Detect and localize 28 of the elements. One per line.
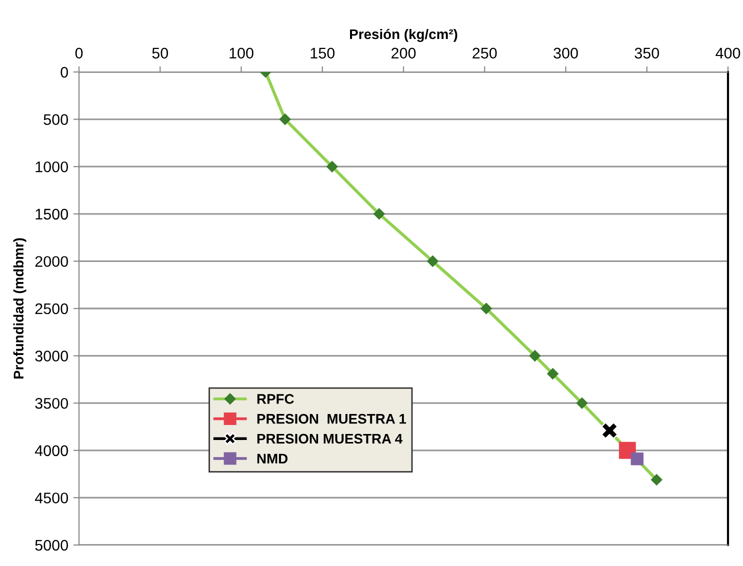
x-tick-label: 150 xyxy=(310,48,335,59)
x-tick-label: 100 xyxy=(230,48,254,59)
y-tick-label: 1500 xyxy=(36,208,68,220)
y-tick-label: 3000 xyxy=(35,350,68,362)
x-tick-label: 0 xyxy=(75,48,83,59)
x-tick-label: 50 xyxy=(152,48,168,59)
x-tick-label: 400 xyxy=(716,48,740,59)
y-tick-label: 0 xyxy=(60,66,68,78)
legend-label: PRESION MUESTRA 4 xyxy=(257,434,403,444)
y-tick-label: 500 xyxy=(44,114,68,125)
legend-label: NMD xyxy=(257,454,288,464)
y-tick-label: 5000 xyxy=(35,540,68,551)
point xyxy=(630,452,644,466)
y-tick-label: 1000 xyxy=(36,161,68,172)
point xyxy=(601,422,618,440)
y-tick-label: 2500 xyxy=(35,303,68,314)
x-tick-label: 300 xyxy=(554,48,578,59)
x-tick-label: 350 xyxy=(634,48,660,59)
x-axis-title: Presión (kg/cm²) xyxy=(350,28,458,42)
x-tick-label: 200 xyxy=(392,48,416,59)
y-axis-title: Profundidad (mdbmr) xyxy=(13,238,26,379)
x-tick-label: 250 xyxy=(472,48,497,59)
y-tick-label: 2000 xyxy=(35,256,68,267)
y-tick-label: 4500 xyxy=(34,492,68,504)
y-tick-label: 4000 xyxy=(34,445,68,456)
y-tick-label: 3500 xyxy=(35,398,68,409)
legend-label: RPFC xyxy=(257,394,294,404)
legend-label: PRESION MUESTRA 1 xyxy=(257,414,406,424)
